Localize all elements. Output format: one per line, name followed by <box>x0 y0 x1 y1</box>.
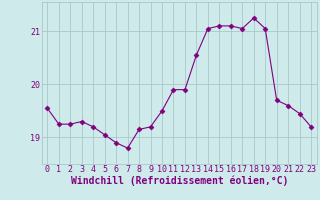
X-axis label: Windchill (Refroidissement éolien,°C): Windchill (Refroidissement éolien,°C) <box>70 176 288 186</box>
